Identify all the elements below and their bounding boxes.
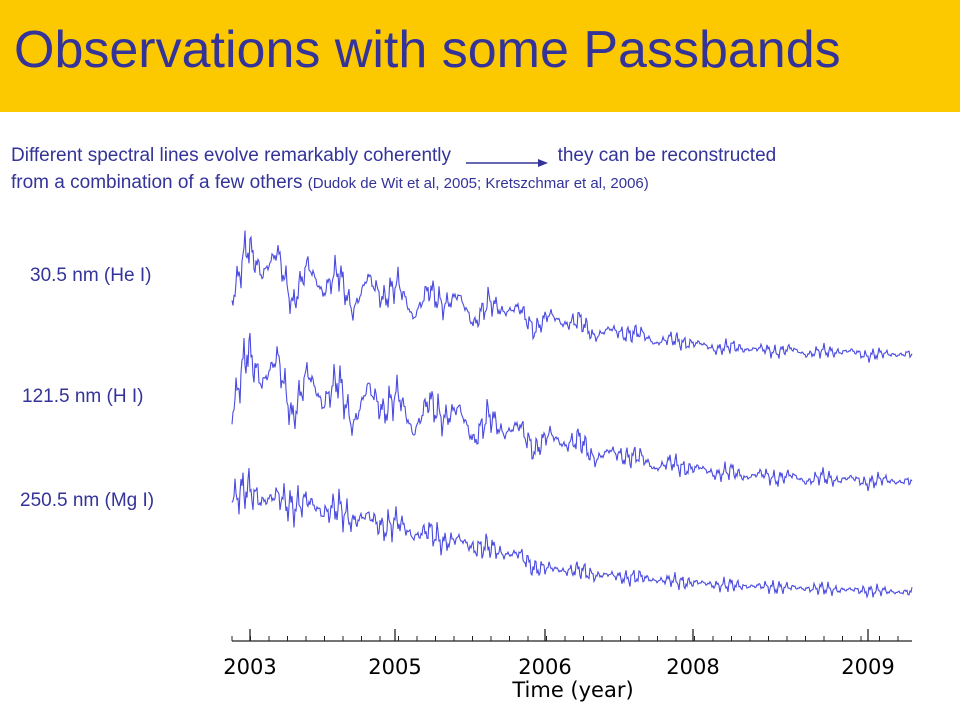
right-arrow-icon — [466, 159, 549, 167]
series-label-he: 30.5 nm (He I) — [30, 265, 152, 286]
x-axis-title: Time (year) — [511, 678, 633, 702]
x-axis: 2003 2005 2006 2008 2009 — [223, 629, 912, 679]
description-text-a: Different spectral lines evolve remarkab… — [11, 145, 452, 166]
x-tick-label: 2006 — [518, 655, 571, 679]
title-bar: Observations with some Passbands — [0, 0, 960, 112]
x-tick-label: 2009 — [841, 655, 894, 679]
series-layer — [231, 230, 913, 599]
slide-title: Observations with some Passbands — [14, 21, 841, 79]
x-tick-label: 2008 — [666, 655, 719, 679]
description-line-2: from a combination of a few others (Dudo… — [11, 169, 951, 196]
description-text-b: they can be reconstructed — [557, 145, 777, 166]
series-line-2 — [231, 332, 913, 492]
description: Different spectral lines evolve remarkab… — [11, 142, 951, 196]
description-line-1: Different spectral lines evolve remarkab… — [11, 142, 951, 169]
x-tick-label: 2005 — [368, 655, 421, 679]
x-tick-label: 2003 — [223, 655, 276, 679]
series-line-3 — [231, 468, 913, 599]
series-label-mg: 250.5 nm (Mg I) — [20, 490, 155, 511]
description-text-c: from a combination of a few others — [11, 172, 303, 193]
series-label-h: 121.5 nm (H I) — [22, 386, 144, 407]
arrow-gap — [456, 151, 552, 167]
series-line-1 — [231, 230, 913, 363]
citation: (Dudok de Wit et al, 2005; Kretszchmar e… — [307, 175, 649, 192]
